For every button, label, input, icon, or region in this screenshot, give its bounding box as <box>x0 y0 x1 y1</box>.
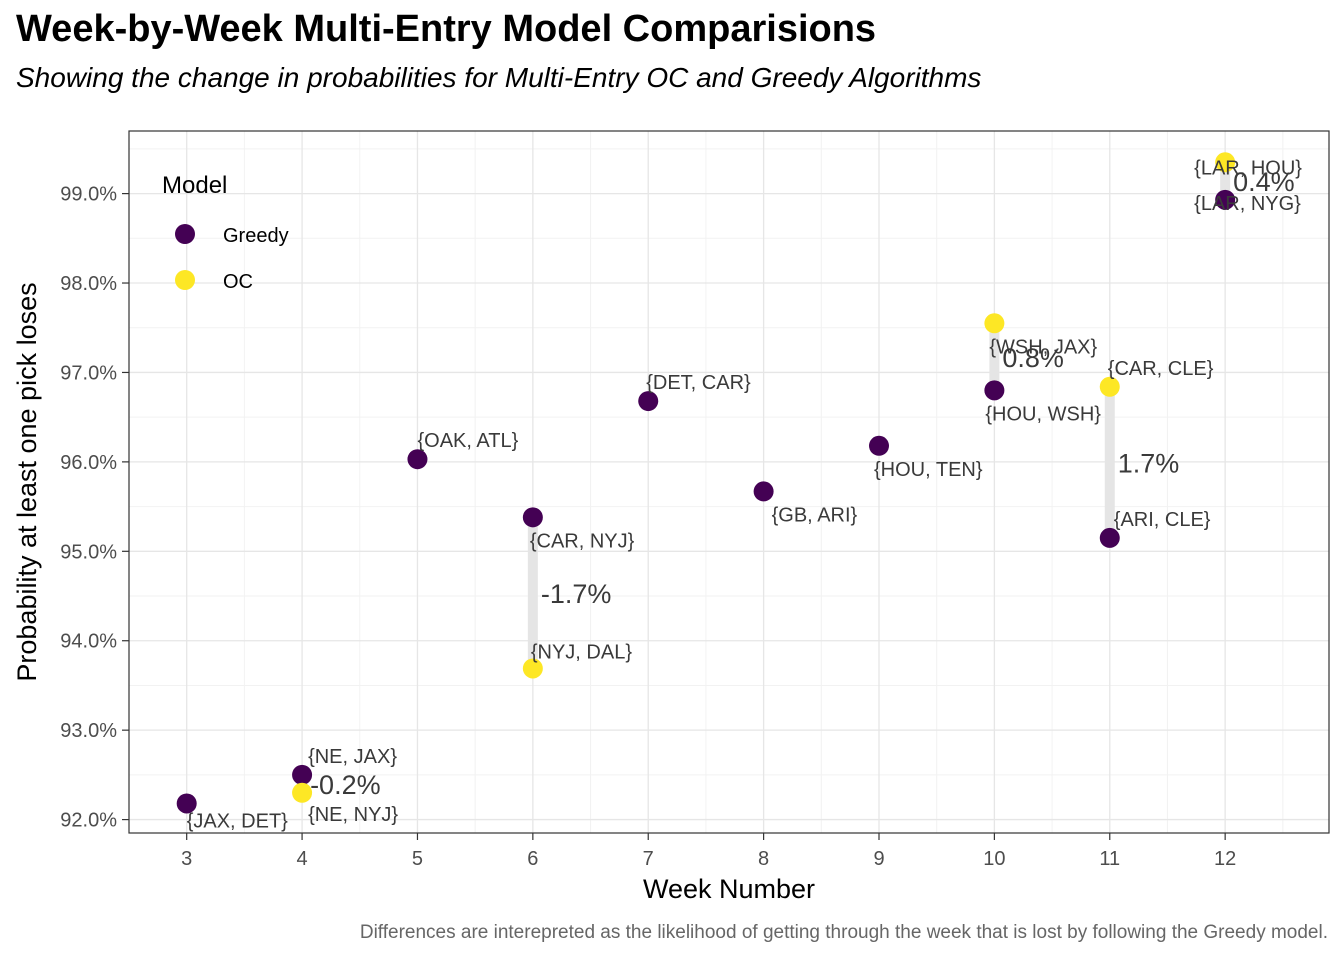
x-tick-label: 8 <box>758 848 769 870</box>
point-label: {LAR, HOU} <box>1194 157 1302 179</box>
data-point-oc <box>1099 376 1120 397</box>
point-label: {NYJ, DAL} <box>531 641 632 663</box>
difference-label: 0.8% <box>1002 343 1064 373</box>
point-label: {HOU, WSH} <box>985 403 1101 425</box>
data-point-oc <box>984 313 1005 334</box>
x-tick-label: 12 <box>1214 848 1236 870</box>
grid-layer <box>129 131 1329 833</box>
axis-layer: 3 4 5 6 7 8 9 10 11 12 92.0% 93.0% 94.0% 95.0% 96.0% 97… <box>60 184 1236 870</box>
legend-title: Model <box>162 172 227 199</box>
legend-key-greedy <box>175 224 195 244</box>
point-label: {CAR, CLE} <box>1108 358 1214 380</box>
chart-subtitle: Showing the change in probabilities for … <box>16 62 982 93</box>
data-point-greedy <box>1099 527 1120 548</box>
point-label: {DET, CAR} <box>646 372 751 394</box>
label-layer: -0.2% -1.7% 0.8% 1.7% 0.4% {JAX, DET} {NE, JAX… <box>187 157 1303 832</box>
y-tick-label: 93.0% <box>60 720 117 742</box>
data-point-greedy <box>753 481 774 502</box>
chart-caption: Differences are interepreted as the like… <box>359 922 1328 943</box>
difference-label: 0.4% <box>1233 167 1295 197</box>
x-tick-label: 7 <box>643 848 654 870</box>
y-tick-label: 95.0% <box>60 541 117 563</box>
difference-label: -0.2% <box>310 770 381 800</box>
legend-label-greedy: Greedy <box>223 225 289 247</box>
point-label: {LAR, NYG} <box>1194 193 1301 215</box>
point-label: {NE, JAX} <box>308 746 397 768</box>
point-label: {HOU, TEN} <box>874 459 983 481</box>
y-axis-title: Probability at least one pick loses <box>12 282 42 681</box>
point-label: {OAK, ATL} <box>417 430 518 452</box>
legend-label-oc: OC <box>223 271 253 293</box>
y-tick-label: 96.0% <box>60 452 117 474</box>
x-tick-label: 6 <box>527 848 538 870</box>
difference-label: 1.7% <box>1118 448 1180 478</box>
point-layer <box>176 152 1236 814</box>
point-label: {ARI, CLE} <box>1114 509 1211 531</box>
data-point-greedy <box>1215 189 1236 210</box>
data-point-greedy <box>407 449 428 470</box>
y-tick-label: 99.0% <box>60 184 117 206</box>
legend: Model Greedy OC <box>162 172 289 293</box>
legend-key-oc <box>175 270 195 290</box>
x-axis-title: Week Number <box>643 874 815 904</box>
data-point-oc <box>1215 152 1236 173</box>
data-point-greedy <box>984 380 1005 401</box>
point-label: {WSH, JAX} <box>989 336 1097 358</box>
x-tick-label: 4 <box>297 848 308 870</box>
x-tick-label: 5 <box>412 848 423 870</box>
y-tick-label: 92.0% <box>60 810 117 832</box>
y-tick-label: 94.0% <box>60 631 117 653</box>
data-point-greedy <box>869 435 889 456</box>
y-tick-label: 97.0% <box>60 362 117 384</box>
y-tick-label: 98.0% <box>60 273 117 295</box>
data-point-greedy <box>522 507 543 528</box>
difference-label: -1.7% <box>541 579 612 609</box>
x-tick-label: 11 <box>1099 848 1120 870</box>
data-point-greedy <box>638 391 659 412</box>
x-tick-label: 10 <box>983 848 1005 870</box>
panel-border <box>128 130 1330 834</box>
point-label: {CAR, NYJ} <box>530 530 635 552</box>
point-label: {GB, ARI} <box>772 504 858 526</box>
data-point-greedy <box>176 793 197 814</box>
data-point-greedy <box>292 764 313 785</box>
x-tick-label: 9 <box>873 848 884 870</box>
point-label: {NE, NYJ} <box>308 804 398 826</box>
chart-title: Week-by-Week Multi-Entry Model Comparisi… <box>16 8 877 50</box>
data-point-oc <box>292 782 313 803</box>
point-label: {JAX, DET} <box>187 810 288 832</box>
data-point-oc <box>522 658 543 679</box>
x-tick-label: 3 <box>181 848 192 870</box>
